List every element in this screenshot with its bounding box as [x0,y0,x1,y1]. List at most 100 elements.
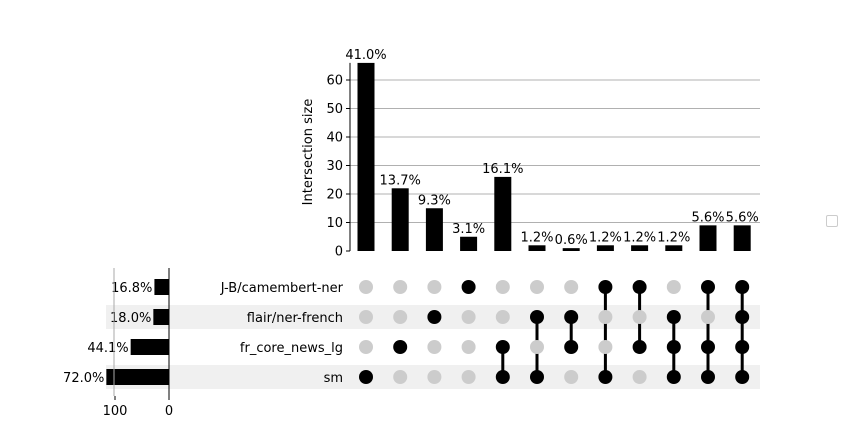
intersection-label: 3.1% [452,222,485,237]
matrix-dot-active [530,310,544,324]
matrix-dot-active [598,280,613,294]
matrix-dot-active [735,280,750,294]
y-tick-label: 20 [326,188,343,203]
set-size-label: 18.0% [110,311,151,326]
matrix-dot-inactive [427,280,442,294]
set-size-bar [106,369,169,385]
y-axis-label: Intersection size [301,99,316,206]
matrix-dot-inactive [393,310,408,324]
intersection-bar [733,225,751,251]
matrix-dot-active [666,370,681,384]
intersection-bar [528,245,546,251]
matrix-dot-active [564,310,579,324]
intersection-label: 1.2% [520,230,553,245]
matrix-dot-active [393,340,408,354]
intersection-bar [494,176,512,251]
y-tick-label: 50 [326,102,343,117]
set-name: sm [324,371,343,386]
matrix-dot-active [735,310,750,324]
matrix-dot-inactive [598,310,613,324]
matrix-dot-inactive [530,340,544,354]
intersection-bar [391,188,409,251]
matrix-dot-active [598,370,613,384]
matrix-dot-active [666,340,681,354]
y-tick-label: 0 [335,245,343,260]
matrix-dot-active [666,310,681,324]
intersection-label: 13.7% [380,173,421,188]
intersection-label: 5.6% [691,210,724,225]
set-size-bar [154,279,169,295]
intersection-bar [425,208,443,251]
matrix-dot-inactive [666,280,681,294]
intersection-label: 1.2% [623,230,656,245]
matrix-dot-active [495,370,510,384]
matrix-dot-active [701,370,715,384]
matrix-dot-active [735,370,750,384]
intersection-bar [562,248,580,251]
matrix-dot-inactive [359,310,373,324]
intersection-bars [357,62,751,252]
matrix-dot-inactive [598,340,613,354]
set-axis-tick-label: 100 [103,404,128,419]
matrix-dot-active [701,280,715,294]
intersection-bar [631,245,649,251]
matrix-dot-inactive [495,310,510,324]
matrix-dot-inactive [564,370,579,384]
matrix-dot-inactive [461,310,476,324]
matrix-dot-active [632,340,647,354]
matrix-dot-inactive [359,340,373,354]
matrix-dot-active [564,340,579,354]
set-size-axis: 100 0 [103,268,173,419]
y-tick-label: 30 [326,159,343,174]
set-size-label: 72.0% [63,371,104,386]
intersection-label: 1.2% [657,230,690,245]
matrix-dot-inactive [461,370,476,384]
gridlines [350,79,760,223]
intersection-label: 0.6% [555,233,588,248]
intersection-label: 41.0% [345,48,386,63]
matrix-dot-inactive [393,280,408,294]
legend-box [826,215,838,227]
matrix-dot-inactive [393,370,408,384]
intersection-bar [665,245,683,251]
intersection-label: 9.3% [418,193,451,208]
membership-matrix [359,280,750,384]
intersection-bar [596,245,614,251]
matrix-dot-inactive [495,280,510,294]
matrix-dot-active [530,370,544,384]
y-tick-label: 40 [326,131,343,146]
y-tick-label: 60 [326,74,343,89]
matrix-dot-active [701,340,715,354]
matrix-dot-inactive [564,280,579,294]
matrix-dot-active [427,310,442,324]
intersection-label: 16.1% [482,162,523,177]
matrix-dot-inactive [461,340,476,354]
matrix-dot-inactive [701,310,715,324]
intersection-label: 5.6% [726,210,759,225]
intersection-bar [357,62,375,252]
matrix-dot-inactive [427,370,442,384]
y-tick-label: 10 [326,216,343,231]
set-axis-tick-label: 0 [165,404,173,419]
matrix-dot-active [632,280,647,294]
set-names: J-B/camembert-ner flair/ner-french fr_core… [220,281,344,386]
intersection-label: 1.2% [589,230,622,245]
matrix-dot-inactive [359,280,373,294]
matrix-dot-active [461,280,476,294]
matrix-dot-inactive [632,370,647,384]
set-size-bars: 16.8% 18.0% 44.1% 72.0% [63,279,169,386]
matrix-dot-inactive [530,280,544,294]
set-size-bar [130,339,169,355]
matrix-dot-active [735,340,750,354]
set-size-bar [153,309,169,325]
intersection-y-axis: 0 10 20 30 40 50 60 [326,62,351,260]
set-size-label: 16.8% [111,281,152,296]
matrix-dot-inactive [632,310,647,324]
set-size-label: 44.1% [87,341,128,356]
matrix-dot-active [359,370,373,384]
set-name: J-B/camembert-ner [220,281,344,296]
intersection-labels: 41.0%13.7%9.3%3.1%16.1%1.2% 0.6% 1.2% 1.2% 1… [345,48,758,248]
intersection-bar [460,236,478,251]
